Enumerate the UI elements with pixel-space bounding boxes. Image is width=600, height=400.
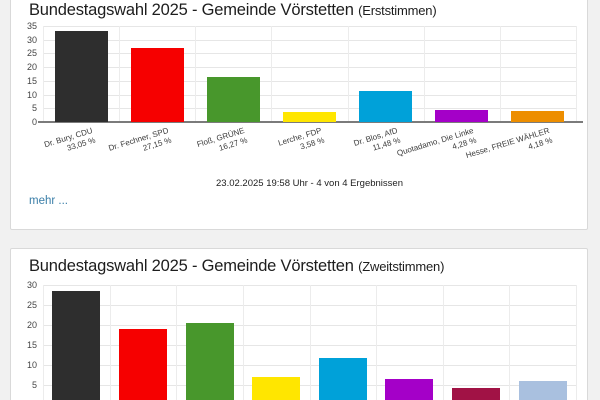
gridline (500, 26, 501, 122)
bar (519, 381, 567, 400)
y-axis-tick-label: 5 (31, 380, 37, 390)
bar (119, 329, 167, 400)
y-axis-tick-label: 30 (26, 35, 37, 45)
gridline (43, 53, 576, 54)
y-axis-tick-label: 20 (26, 62, 37, 72)
gridline (43, 285, 576, 286)
gridline (43, 285, 44, 400)
gridline (43, 95, 576, 96)
x-axis-line (38, 121, 583, 123)
bar (359, 91, 412, 122)
y-axis-tick-label: 25 (26, 300, 37, 310)
y-axis-tick-label: 25 (26, 48, 37, 58)
bar (186, 323, 234, 400)
zweitstimmen-panel: Bundestagswahl 2025 - Gemeinde Vörstette… (10, 248, 588, 400)
erststimmen-title: Bundestagswahl 2025 - Gemeinde Vörstette… (29, 1, 437, 20)
y-axis-tick-label: 35 (26, 21, 37, 31)
y-axis-tick-label: 10 (26, 90, 37, 100)
result-timestamp: 23.02.2025 19:58 Uhr - 4 von 4 Ergebniss… (216, 178, 403, 189)
bar (207, 77, 260, 122)
gridline (348, 26, 349, 122)
erststimmen-title-subtitle: (Erststimmen) (358, 3, 437, 18)
bar (452, 388, 500, 400)
gridline (43, 40, 576, 41)
y-axis-tick-label: 10 (26, 360, 37, 370)
bar (435, 110, 488, 122)
gridline (195, 26, 196, 122)
gridline (176, 285, 177, 400)
gridline (119, 26, 120, 122)
gridline (271, 26, 272, 122)
erststimmen-panel: Bundestagswahl 2025 - Gemeinde Vörstette… (10, 0, 588, 230)
gridline (576, 285, 577, 400)
gridline (43, 365, 576, 366)
y-axis-tick-label: 15 (26, 76, 37, 86)
gridline (43, 81, 576, 82)
gridline (110, 285, 111, 400)
gridline (43, 108, 576, 109)
gridline (43, 345, 576, 346)
gridline (43, 67, 576, 68)
gridline (310, 285, 311, 400)
zweitstimmen-title: Bundestagswahl 2025 - Gemeinde Vörstette… (29, 257, 444, 276)
y-axis-tick-label: 20 (26, 320, 37, 330)
gridline (576, 26, 577, 122)
gridline (243, 285, 244, 400)
erststimmen-bar-chart: 0 5 10 15 20 25 30 35 Dr. Bury, CDU 33,05 % Dr. Fe… (11, 0, 587, 229)
gridline (43, 325, 576, 326)
y-axis-tick-label: 0 (31, 117, 37, 127)
zweitstimmen-title-main: Bundestagswahl 2025 - Gemeinde Vörstette… (29, 257, 354, 275)
gridline (509, 285, 510, 400)
bar (283, 112, 336, 122)
erststimmen-title-main: Bundestagswahl 2025 - Gemeinde Vörstette… (29, 1, 354, 19)
bar (131, 48, 184, 122)
gridline (43, 26, 576, 27)
gridline (376, 285, 377, 400)
gridline (443, 285, 444, 400)
bar (319, 358, 367, 400)
gridline (43, 305, 576, 306)
bar (52, 291, 100, 400)
gridline (43, 385, 576, 386)
zweitstimmen-title-subtitle: (Zweitstimmen) (358, 259, 445, 274)
bar (511, 111, 564, 122)
bar (385, 379, 433, 400)
y-axis-tick-label: 15 (26, 340, 37, 350)
y-axis-tick-label: 5 (31, 103, 37, 113)
mehr-link[interactable]: mehr ... (29, 195, 68, 207)
bar (252, 377, 300, 400)
gridline (43, 26, 44, 122)
bar (55, 31, 108, 122)
gridline (424, 26, 425, 122)
y-axis-tick-label: 30 (26, 280, 37, 290)
